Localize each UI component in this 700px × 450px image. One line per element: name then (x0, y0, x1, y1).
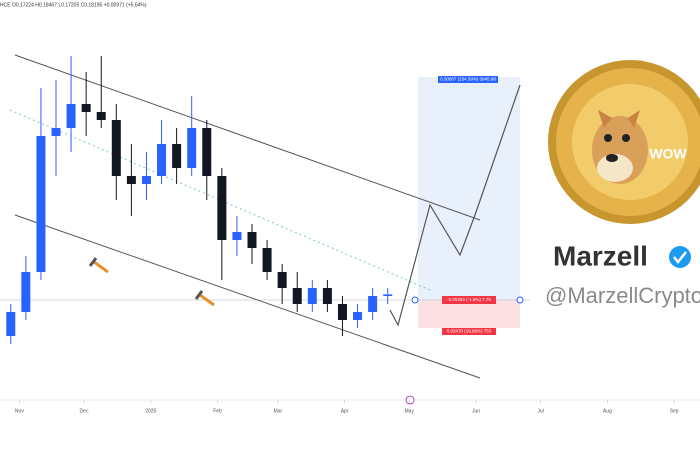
target-label-bg (438, 76, 498, 83)
candle-body (111, 120, 121, 176)
stop-zone (418, 300, 520, 328)
channel-mid (9, 109, 431, 291)
candle-body (202, 128, 212, 176)
candle-body (172, 144, 182, 168)
stop-label-bg (442, 296, 496, 304)
hammer-icon (194, 290, 215, 307)
x-tick-label: Apr (341, 408, 349, 414)
risk-label: 0.03470 (19.88%) 750 (447, 329, 492, 334)
candle-body (232, 232, 242, 240)
handle-dot (411, 296, 419, 304)
x-tick-label: Sep (670, 408, 679, 414)
x-tick-label: 2025 (145, 408, 156, 414)
channel-upper (14, 54, 481, 221)
verified-check (673, 251, 687, 265)
author-handle: @MarzellCrypto (545, 283, 700, 308)
candle-body (368, 296, 378, 312)
candle-body (6, 312, 16, 336)
candle-body (262, 248, 272, 272)
event-marker (405, 395, 415, 405)
x-tick-label: Jul (537, 408, 543, 414)
stop-label: -0.00284 (-1.6%) 7.79 (447, 297, 491, 302)
doge-coin: WOW (548, 60, 700, 224)
candle-body (36, 136, 46, 272)
candle-body (322, 288, 332, 304)
target-label: 0.30567 (154.59%) 3945.98 (440, 77, 496, 82)
candle-body (307, 288, 317, 304)
candle-body (81, 104, 91, 112)
hammer-icon (88, 257, 109, 274)
candle-body (383, 294, 393, 296)
channel-lower (14, 214, 481, 379)
candle-body (66, 104, 76, 128)
candle-body (353, 312, 363, 320)
risk-label-bg (442, 328, 496, 335)
x-tick-label: Nov (15, 408, 24, 414)
candle-body (157, 144, 167, 176)
candle-body (277, 272, 287, 288)
candle-body (337, 304, 347, 320)
candle-body (51, 128, 61, 136)
x-tick-label: Feb (213, 408, 222, 414)
ohlc-header: HCE O0.17224 H0.18467 L0.17205 C0.18195 … (0, 2, 147, 8)
x-tick-label: Mar (274, 408, 283, 414)
candle-body (141, 176, 151, 184)
candle-body (247, 232, 257, 248)
candle-body (21, 272, 31, 312)
candle-body (217, 176, 227, 240)
candle-body (292, 288, 302, 304)
verified-badge (669, 246, 691, 268)
x-tick-label: Aug (603, 408, 612, 414)
x-tick-label: Jun (472, 408, 480, 414)
coin-text: WOW (649, 146, 687, 162)
candle-body (126, 176, 136, 184)
x-tick-label: May (405, 408, 415, 414)
target-zone (418, 77, 520, 300)
author-name: Marzell (553, 240, 648, 271)
x-tick-label: Dec (80, 408, 89, 414)
candle-body (187, 128, 197, 168)
candle-body (96, 112, 106, 120)
projection-path (389, 84, 521, 327)
handle-dot (516, 296, 524, 304)
